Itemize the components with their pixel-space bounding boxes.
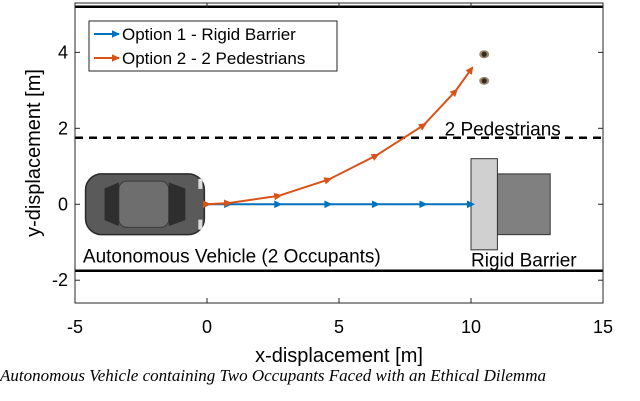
trajectory-chart: -5 0 5 10 15 -2 0 2 4 2 Pedestrians Autonomous Ve… bbox=[23, 2, 613, 367]
series-2-point-4 bbox=[323, 177, 333, 185]
car-headlight-right bbox=[198, 219, 203, 230]
series-2-line bbox=[206, 68, 472, 206]
pedestrian-2 bbox=[479, 76, 490, 85]
x-axis-label: x-displacement [m] bbox=[255, 345, 423, 367]
series-group bbox=[203, 66, 475, 209]
series-2-point-1 bbox=[203, 200, 211, 209]
legend-marker-1 bbox=[112, 30, 120, 38]
barrier-front bbox=[470, 158, 498, 251]
autonomous-vehicle bbox=[84, 173, 206, 236]
x-tick-label-5: 15 bbox=[593, 317, 613, 337]
series-1-point-4 bbox=[324, 200, 333, 209]
legend-marker-2 bbox=[112, 54, 120, 62]
x-tick-label-1: -5 bbox=[67, 317, 83, 337]
car-roof bbox=[118, 180, 170, 228]
series-1-point-3 bbox=[274, 200, 283, 209]
x-tick-label-4: 10 bbox=[461, 317, 481, 337]
legend-box bbox=[88, 20, 338, 72]
axis-ticks: -5 0 5 10 15 -2 0 2 4 bbox=[52, 3, 613, 337]
barrier-back bbox=[496, 173, 551, 236]
y-tick-label-4: 4 bbox=[58, 42, 68, 62]
figure-caption: Autonomous Vehicle containing Two Occupa… bbox=[0, 366, 546, 385]
y-tick-label-2: 0 bbox=[58, 194, 68, 214]
vehicle-label: Autonomous Vehicle (2 Occupants) bbox=[83, 247, 381, 268]
legend: Option 1 - Rigid Barrier Option 2 - 2 Ped… bbox=[88, 20, 338, 72]
car-headlight-left bbox=[198, 178, 203, 189]
series-2-point-6 bbox=[418, 123, 427, 131]
pedestrians-label: 2 Pedestrians bbox=[445, 119, 561, 140]
pedestrian-2-head bbox=[481, 78, 487, 84]
car-windshield bbox=[168, 182, 186, 227]
series-1-point-6 bbox=[419, 200, 428, 209]
scene-objects bbox=[84, 50, 551, 251]
series-2-point-2 bbox=[223, 199, 233, 208]
y-tick-label-3: 2 bbox=[58, 118, 68, 138]
annotations: 2 Pedestrians Autonomous Vehicle (2 Occup… bbox=[83, 119, 577, 271]
series-2-point-8 bbox=[465, 66, 474, 75]
legend-label-2: Option 2 - 2 Pedestrians bbox=[122, 49, 305, 68]
pedestrian-1-head bbox=[481, 51, 487, 57]
series-2-point-7 bbox=[449, 88, 458, 97]
series-2-point-3 bbox=[273, 192, 283, 201]
car-rear-window bbox=[104, 182, 119, 227]
x-tick-label-3: 5 bbox=[334, 317, 344, 337]
series-1-point-5 bbox=[371, 200, 380, 209]
series-2-point-5 bbox=[370, 153, 380, 161]
y-axis-label: y-displacement [m] bbox=[23, 69, 45, 237]
pedestrian-1 bbox=[479, 50, 490, 59]
legend-label-1: Option 1 - Rigid Barrier bbox=[122, 25, 296, 44]
barrier-label: Rigid Barrier bbox=[471, 250, 577, 271]
y-tick-label-1: -2 bbox=[52, 270, 68, 290]
x-tick-label-2: 0 bbox=[202, 317, 212, 337]
series-1-point-7 bbox=[467, 200, 475, 209]
